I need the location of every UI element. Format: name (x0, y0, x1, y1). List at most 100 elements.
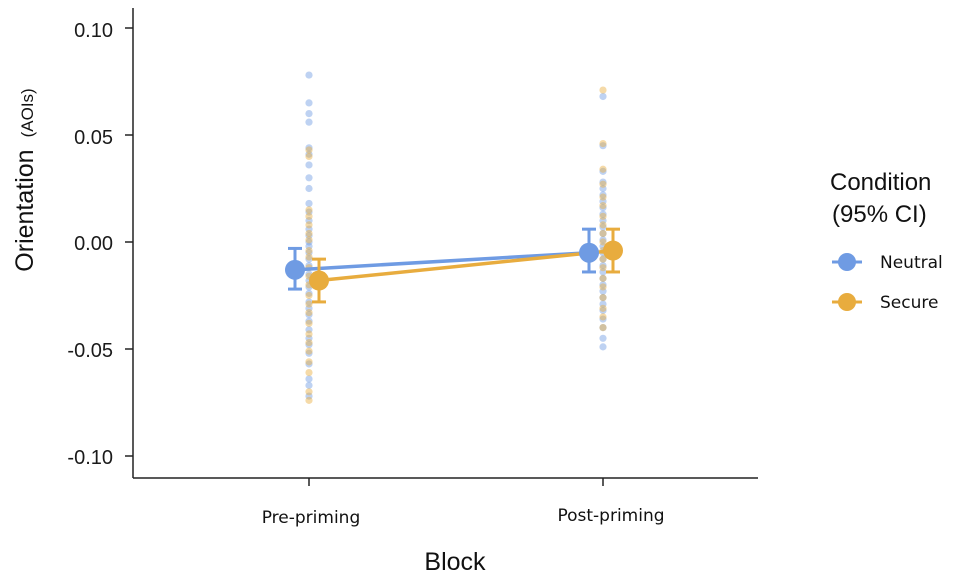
raw-point-neutral (305, 341, 313, 349)
raw-point-secure (305, 338, 313, 347)
raw-point-secure (599, 86, 607, 94)
y-tick-label: 0.00 (74, 233, 113, 255)
raw-point-neutral (599, 178, 607, 186)
raw-point-secure (305, 236, 313, 244)
raw-point-neutral (305, 225, 313, 233)
raw-point-secure (305, 347, 313, 355)
raw-point-neutral (599, 306, 607, 315)
raw-point-neutral (599, 287, 607, 295)
raw-point-secure (305, 309, 313, 317)
y-tick-label: -0.10 (67, 447, 113, 469)
x-tick-label: Pre-priming (262, 508, 361, 528)
raw-point-neutral (305, 184, 313, 193)
raw-point-neutral (599, 255, 607, 263)
raw-point-secure (305, 229, 313, 238)
legend-label-secure: Secure (880, 293, 938, 313)
raw-point-secure (599, 229, 607, 238)
raw-point-neutral (305, 242, 313, 250)
raw-point-neutral (305, 238, 313, 246)
raw-point-neutral (305, 217, 313, 225)
y-axis-title-main: Orientation (11, 149, 39, 271)
raw-point-neutral (599, 294, 607, 302)
raw-point-neutral (599, 229, 607, 238)
raw-point-neutral (599, 324, 607, 332)
raw-point-neutral (599, 274, 607, 282)
raw-point-secure (599, 221, 607, 229)
raw-point-secure (305, 206, 313, 214)
raw-point-neutral (305, 71, 313, 79)
y-tick-label: 0.05 (74, 127, 113, 149)
raw-point-neutral (305, 360, 313, 368)
legend: Condition (95% CI) Neutral Secure (830, 169, 943, 313)
raw-point-neutral (599, 191, 607, 199)
y-axis-title-unit: (AOIs) (18, 88, 37, 137)
raw-point-neutral (599, 92, 607, 101)
raw-point-secure (599, 238, 607, 246)
raw-point-secure (599, 165, 607, 173)
raw-point-neutral (305, 298, 313, 306)
raw-point-neutral (305, 349, 313, 357)
raw-point-secure (599, 274, 607, 282)
raw-point-neutral (305, 392, 313, 400)
raw-point-neutral (305, 249, 313, 257)
raw-point-neutral (305, 375, 313, 383)
mean-lines-layer (294, 248, 614, 283)
raw-point-neutral (599, 268, 607, 276)
raw-point-secure (599, 324, 607, 332)
raw-point-secure (305, 221, 313, 229)
raw-point-secure (305, 396, 313, 404)
raw-point-neutral (599, 184, 607, 193)
raw-point-secure (599, 193, 607, 201)
raw-point-secure (305, 253, 313, 261)
raw-point-neutral (305, 144, 313, 152)
raw-point-neutral (599, 142, 607, 150)
y-axis-title: Orientation (AOIs) (11, 88, 39, 271)
raw-point-secure (599, 264, 607, 272)
raw-point-secure (599, 283, 607, 291)
mean-line-neutral (294, 250, 590, 272)
raw-point-neutral (305, 317, 313, 325)
raw-point-neutral (305, 199, 313, 208)
legend-label-neutral: Neutral (880, 253, 943, 273)
raw-point-neutral (305, 304, 313, 312)
raw-point-neutral (305, 334, 313, 342)
raw-point-secure (305, 368, 313, 377)
raw-point-secure (305, 388, 313, 396)
raw-point-secure (305, 330, 313, 338)
raw-point-neutral (305, 289, 313, 297)
mean-point-neutral (285, 259, 305, 280)
raw-point-neutral (599, 223, 607, 231)
raw-point-neutral (599, 204, 607, 212)
raw-point-neutral (599, 300, 607, 308)
raw-point-secure (305, 291, 313, 300)
x-tick-label: Post-priming (557, 506, 664, 526)
raw-point-neutral (305, 231, 313, 240)
raw-point-neutral (305, 150, 313, 158)
y-tick-marks (125, 27, 133, 457)
raw-point-neutral (599, 281, 607, 289)
raw-point-secure (305, 246, 313, 255)
raw-point-secure (305, 212, 313, 220)
y-tick-label: 0.10 (74, 20, 113, 42)
legend-marker-neutral (838, 253, 856, 271)
raw-point-neutral (305, 311, 313, 319)
raw-point-neutral (305, 118, 313, 126)
raw-point-secure (599, 139, 607, 148)
raw-point-secure (599, 313, 607, 321)
raw-point-neutral (305, 381, 313, 389)
raw-point-neutral (599, 334, 607, 342)
raw-point-neutral (305, 255, 313, 263)
raw-point-neutral (599, 210, 607, 218)
raw-point-secure (599, 212, 607, 220)
raw-point-secure (599, 294, 607, 302)
raw-point-secure (599, 180, 607, 188)
legend-subtitle: (95% CI) (832, 201, 927, 228)
mean-point-neutral (579, 242, 599, 263)
raw-point-neutral (599, 167, 607, 175)
legend-title: Condition (830, 169, 931, 196)
raw-point-neutral (599, 217, 607, 225)
raw-point-secure (599, 304, 607, 312)
raw-point-secure (305, 152, 313, 160)
raw-point-neutral (599, 343, 607, 351)
